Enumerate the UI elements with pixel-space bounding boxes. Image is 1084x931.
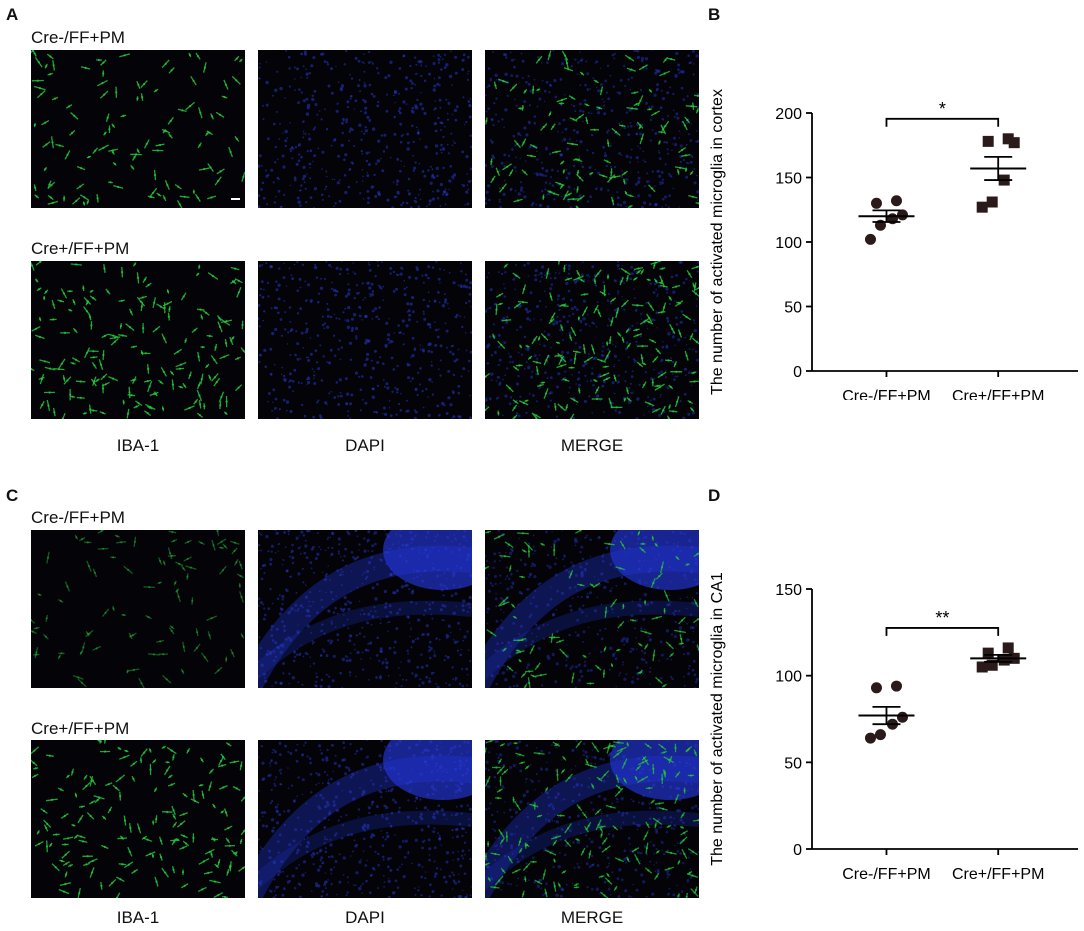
scale-bar bbox=[231, 198, 240, 200]
row-label-a1: Cre-/FF+PM bbox=[31, 28, 125, 47]
chart-d-ca1: 0 50 100 150 Cre-/FF+PM Cre+/FF+PM The number … bbox=[709, 572, 1078, 883]
micrograph-c-cre-neg-merge bbox=[485, 530, 699, 688]
chart-b-ylabel: The number of activated microglia in cor… bbox=[709, 89, 726, 395]
micrograph-a-cre-neg-dapi bbox=[258, 50, 472, 208]
channel-label-c-iba1: IBA-1 bbox=[116, 908, 160, 927]
micrograph-c-cre-pos-iba1 bbox=[31, 740, 245, 898]
chart-d-ytick-label-0: 0 bbox=[793, 842, 802, 859]
chart-b-point-1-0 bbox=[976, 201, 988, 213]
chart-b-cortex: 0 50 100 150 200 Cre-/FF+PM Cre+/FF+PM The numb… bbox=[709, 89, 1078, 400]
micrograph-c-cre-pos-dapi bbox=[258, 740, 472, 898]
row-label-c1: Cre-/FF+PM bbox=[31, 508, 125, 527]
chart-d-xtick-label-0: Cre-/FF+PM bbox=[842, 866, 930, 883]
chart-b-point-1-3 bbox=[1008, 137, 1020, 149]
chart-b-point-1-1 bbox=[986, 196, 998, 208]
row-label-a2: Cre+/FF+PM bbox=[31, 239, 130, 258]
chart-b-point-0-5 bbox=[890, 195, 902, 207]
channel-label-a-merge: MERGE bbox=[560, 436, 624, 455]
chart-b-significance-bracket bbox=[885, 117, 1000, 127]
chart-d-point-0-5 bbox=[890, 680, 902, 692]
panel-letter-d: D bbox=[708, 486, 721, 505]
chart-b-point-0-4 bbox=[870, 197, 882, 209]
channel-label-a-dapi: DAPI bbox=[345, 436, 385, 455]
chart-d-point-0-0 bbox=[864, 732, 876, 744]
panel-letter-b: B bbox=[708, 5, 721, 24]
chart-d-point-1-4 bbox=[982, 647, 994, 659]
chart-b-ytick-label-2: 100 bbox=[775, 235, 802, 252]
chart-b-point-0-0 bbox=[864, 233, 876, 245]
channel-label-c-dapi: DAPI bbox=[345, 908, 385, 927]
row-label-c2: Cre+/FF+PM bbox=[31, 719, 130, 738]
chart-b-xtick-label-1: Cre+/FF+PM bbox=[952, 388, 1044, 400]
chart-b-ytick-label-1: 50 bbox=[784, 300, 802, 317]
micrograph-a-cre-neg-iba1 bbox=[31, 50, 245, 208]
chart-b-point-0-3 bbox=[896, 209, 908, 221]
micrograph-a-cre-neg-merge bbox=[485, 50, 699, 208]
chart-d-point-1-1 bbox=[986, 659, 998, 671]
chart-d-ytick-label-3: 150 bbox=[775, 582, 802, 599]
micrograph-a-cre-pos-iba1 bbox=[31, 261, 245, 419]
micrograph-a-cre-pos-merge bbox=[485, 261, 699, 419]
chart-d-point-1-2 bbox=[998, 654, 1010, 666]
channel-label-c-merge: MERGE bbox=[560, 908, 624, 927]
chart-d-ylabel: The number of activated microglia in CA1 bbox=[709, 572, 726, 866]
chart-b-point-1-4 bbox=[982, 135, 994, 147]
chart-d-xtick-label-1: Cre+/FF+PM bbox=[952, 866, 1044, 883]
micrograph-c-cre-neg-dapi bbox=[258, 530, 472, 688]
chart-b-significance-label: * bbox=[939, 99, 946, 119]
chart-d-ytick-label-2: 100 bbox=[775, 669, 802, 686]
chart-d-significance-label: ** bbox=[935, 608, 949, 628]
chart-b-ytick-label-4: 200 bbox=[775, 106, 802, 123]
micrograph-c-cre-pos-merge bbox=[485, 740, 699, 898]
channel-label-a-iba1: IBA-1 bbox=[116, 436, 160, 455]
chart-d-point-1-5 bbox=[1002, 642, 1014, 654]
micrograph-a-cre-pos-dapi bbox=[258, 261, 472, 419]
chart-d-point-0-4 bbox=[870, 682, 882, 694]
chart-d-significance-bracket bbox=[885, 627, 1000, 636]
chart-d-point-0-3 bbox=[896, 711, 908, 723]
chart-b-ytick-label-3: 150 bbox=[775, 171, 802, 188]
chart-d-point-1-0 bbox=[976, 661, 988, 673]
chart-b-point-1-5 bbox=[1002, 133, 1014, 145]
panel-letter-a: A bbox=[6, 5, 19, 24]
micrograph-c-cre-neg-iba1 bbox=[31, 530, 245, 688]
chart-d-point-0-1 bbox=[874, 729, 886, 741]
chart-d-ytick-label-1: 50 bbox=[784, 755, 802, 772]
panel-letter-c: C bbox=[6, 486, 19, 505]
chart-b-xtick-label-0: Cre-/FF+PM bbox=[842, 388, 930, 400]
chart-b-ytick-label-0: 0 bbox=[793, 364, 802, 381]
